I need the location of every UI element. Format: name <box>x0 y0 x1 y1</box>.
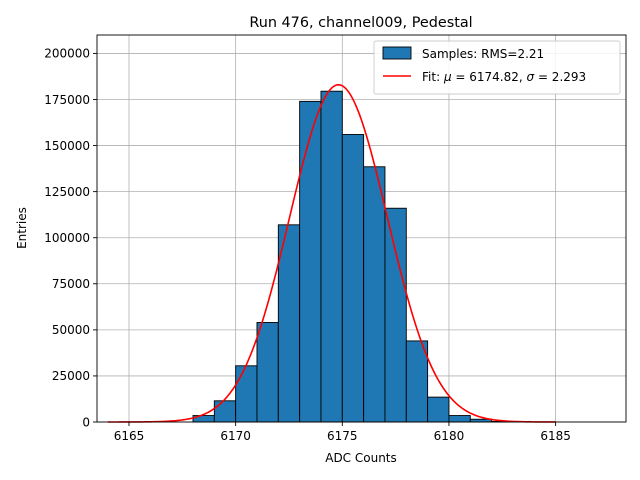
y-tick-label-5: 125000 <box>44 185 90 199</box>
histogram-bar-10 <box>405 340 429 423</box>
y-tick-label-0: 0 <box>82 415 90 429</box>
x-tick-label-0: 6165 <box>114 429 145 443</box>
legend-samples-label: Samples: RMS=2.21 <box>422 47 544 61</box>
y-tick-label-2: 50000 <box>52 323 90 337</box>
legend-box <box>373 40 621 95</box>
histogram-bars <box>192 90 514 423</box>
y-tick-label-1: 25000 <box>52 369 90 383</box>
x-tick-label-4: 6185 <box>540 429 571 443</box>
y-axis-label: Entries <box>15 207 29 249</box>
y-tick-label-3: 75000 <box>52 277 90 291</box>
legend-fit-mu-symbol: μ <box>443 70 452 84</box>
histogram-bar-4 <box>277 224 301 423</box>
histogram-bar-1 <box>213 400 237 423</box>
fit-curve <box>107 83 556 423</box>
histogram-bar-7 <box>341 134 365 423</box>
histogram-bar-3 <box>256 322 279 423</box>
legend-fit-mu-value: = 6174.82, <box>452 70 527 84</box>
y-tick-label-8: 200000 <box>44 47 90 61</box>
legend-fit-label: Fit: μ = 6174.82, σ = 2.293 <box>422 70 586 84</box>
histogram-bar-6 <box>320 90 343 423</box>
x-tick-label-1: 6170 <box>220 429 251 443</box>
chart-title: Run 476, channel009, Pedestal <box>249 15 472 31</box>
y-tick-label-7: 175000 <box>44 93 90 107</box>
y-tick-label-6: 150000 <box>44 139 90 153</box>
legend-fit-sigma-value: = 2.293 <box>534 70 586 84</box>
plot-frame <box>96 34 627 423</box>
x-axis-ticks: 6165 6170 6175 6180 6185 <box>114 422 571 443</box>
legend-fit-sigma-symbol: σ <box>527 70 535 84</box>
histogram-bar-12 <box>448 415 471 423</box>
legend-fit-prefix: Fit: <box>422 70 444 84</box>
histogram-bar-2 <box>235 365 258 423</box>
x-axis-label: ADC Counts <box>325 451 397 465</box>
legend-samples-swatch <box>382 46 412 60</box>
histogram-bar-8 <box>363 166 386 423</box>
x-tick-label-3: 6180 <box>434 429 465 443</box>
x-tick-label-2: 6175 <box>327 429 358 443</box>
histogram-bar-5 <box>299 100 322 423</box>
histogram-bar-9 <box>384 207 407 423</box>
y-axis-ticks: 0 25000 50000 75000 100000 125000 150000 175000… <box>44 47 97 429</box>
legend: Samples: RMS=2.21 Fit: μ = 6174.82, σ = … <box>373 40 621 95</box>
y-tick-label-4: 100000 <box>44 231 90 245</box>
histogram-bar-11 <box>427 396 450 423</box>
